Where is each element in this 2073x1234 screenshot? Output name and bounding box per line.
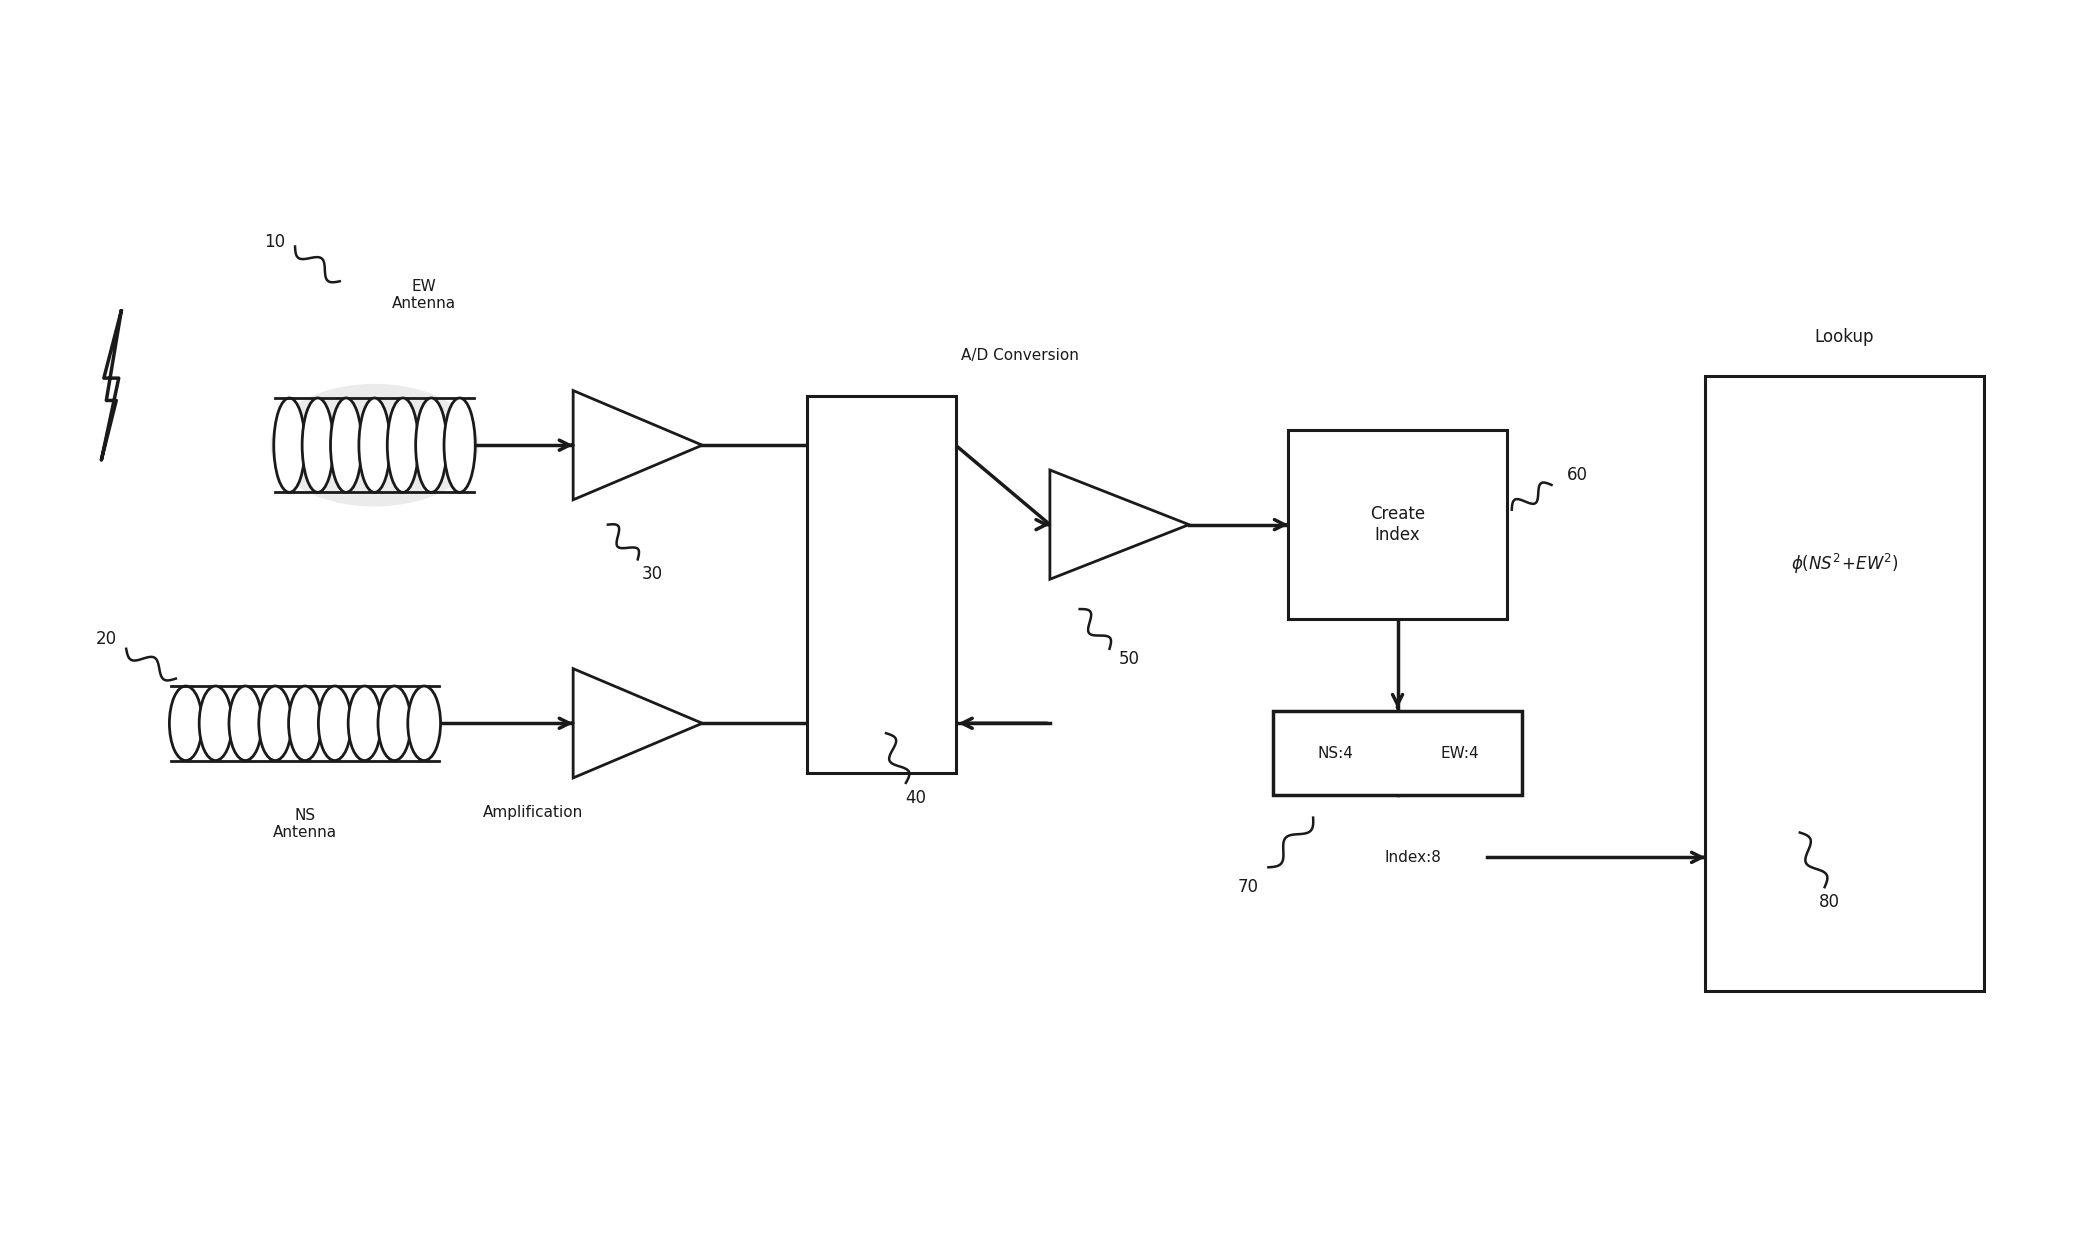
Text: Create
Index: Create Index — [1370, 505, 1424, 544]
Text: 40: 40 — [906, 789, 927, 807]
Text: A/D Conversion: A/D Conversion — [962, 348, 1080, 363]
Text: 50: 50 — [1119, 650, 1140, 668]
Ellipse shape — [377, 686, 410, 760]
Text: Index:8: Index:8 — [1385, 850, 1441, 865]
Text: 60: 60 — [1567, 466, 1588, 484]
Ellipse shape — [288, 686, 321, 760]
Ellipse shape — [170, 686, 203, 760]
Ellipse shape — [199, 686, 232, 760]
Text: 30: 30 — [643, 565, 663, 584]
Ellipse shape — [348, 686, 381, 760]
Text: NS
Antenna: NS Antenna — [274, 808, 338, 840]
Text: 70: 70 — [1238, 879, 1258, 896]
Bar — [1273, 711, 1522, 795]
Bar — [1706, 375, 1984, 991]
Bar — [806, 396, 956, 772]
Text: $\phi(NS^2\!+\!EW^2)$: $\phi(NS^2\!+\!EW^2)$ — [1791, 553, 1899, 576]
Text: 80: 80 — [1820, 893, 1841, 911]
Text: Amplification: Amplification — [483, 805, 583, 821]
Polygon shape — [1049, 470, 1190, 579]
Polygon shape — [572, 669, 703, 777]
Ellipse shape — [228, 686, 261, 760]
Ellipse shape — [388, 399, 419, 492]
Text: EW:4: EW:4 — [1441, 745, 1478, 760]
Text: Lookup: Lookup — [1814, 328, 1874, 346]
Ellipse shape — [417, 399, 448, 492]
Text: NS:4: NS:4 — [1318, 745, 1354, 760]
Text: EW
Antenna: EW Antenna — [392, 279, 456, 311]
Ellipse shape — [274, 399, 305, 492]
Text: 20: 20 — [95, 629, 116, 648]
Ellipse shape — [444, 399, 475, 492]
Polygon shape — [572, 390, 703, 500]
Ellipse shape — [259, 686, 292, 760]
Text: 10: 10 — [265, 232, 286, 251]
Bar — [1287, 431, 1507, 619]
Ellipse shape — [330, 399, 361, 492]
Ellipse shape — [319, 686, 350, 760]
Ellipse shape — [359, 399, 390, 492]
Ellipse shape — [408, 686, 442, 760]
Ellipse shape — [303, 399, 334, 492]
Ellipse shape — [269, 384, 479, 506]
